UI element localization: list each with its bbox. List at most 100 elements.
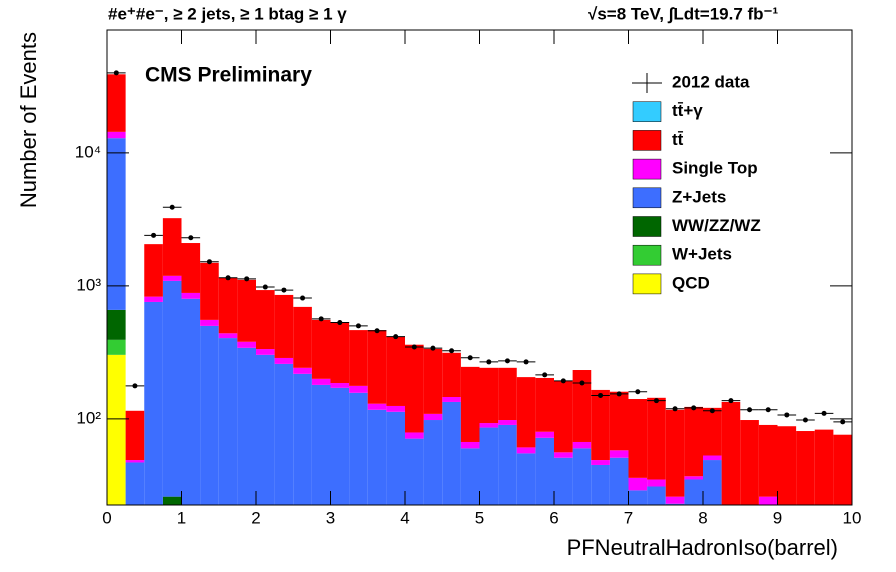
annotation: CMS Preliminary	[145, 64, 312, 87]
bar-segment	[516, 453, 536, 505]
data-point	[423, 345, 443, 351]
data-point	[107, 70, 126, 76]
legend-label: W+Jets	[672, 245, 732, 264]
bar-segment	[107, 138, 126, 310]
legend-label: Z+Jets	[672, 187, 726, 206]
bar-segment	[628, 477, 648, 491]
bar-segment	[144, 301, 163, 505]
bar-segment	[628, 399, 648, 478]
data-point	[442, 348, 461, 354]
bar-segment	[572, 448, 592, 505]
bar-segment	[293, 373, 312, 505]
legend-swatch	[632, 158, 662, 180]
bar-segment	[814, 429, 834, 505]
bar-segment	[181, 298, 201, 505]
bar-segment	[218, 338, 238, 505]
bar-segment	[367, 409, 387, 505]
bar-segment	[609, 450, 629, 458]
data-point	[349, 323, 368, 329]
legend-swatch	[632, 216, 662, 237]
bar-segment	[647, 479, 666, 487]
bar-segment	[516, 447, 536, 454]
data-point	[591, 392, 610, 398]
x-tick-label: 0	[102, 508, 111, 527]
bar-segment	[758, 496, 778, 505]
bar-segment	[200, 262, 219, 320]
bar-segment	[740, 420, 759, 505]
bar-segment	[479, 423, 499, 428]
bar-segment	[125, 410, 145, 461]
bar-segment	[554, 457, 573, 505]
bar-segment	[367, 403, 387, 410]
bar-segment	[442, 352, 461, 398]
legend-swatch	[632, 273, 662, 295]
bar-segment	[758, 424, 778, 497]
bar-segment	[405, 344, 424, 433]
bar-segment	[535, 431, 554, 438]
bar-segment	[423, 413, 443, 421]
bar-segment	[442, 397, 461, 402]
x-tick-label: 6	[549, 508, 558, 527]
bar-segment	[460, 448, 480, 505]
bar-segment	[703, 407, 722, 456]
bar-segment	[572, 441, 592, 449]
bar-segment	[330, 322, 350, 384]
bar-segment	[423, 420, 443, 505]
y-axis-label: Number of Events	[16, 32, 41, 208]
bar-segment	[647, 486, 666, 505]
data-point	[330, 320, 350, 326]
x-tick-label: 9	[773, 508, 782, 527]
data-point	[814, 410, 834, 416]
data-point	[535, 372, 554, 378]
data-point	[554, 378, 573, 384]
bar-segment	[330, 383, 350, 388]
x-tick-label: 5	[475, 508, 484, 527]
legend-label: Single Top	[672, 159, 758, 178]
bar-segment	[665, 503, 685, 505]
legend-swatch	[632, 101, 662, 122]
bar-segment	[516, 377, 536, 448]
data-point	[125, 383, 145, 389]
bar-segment	[479, 427, 499, 505]
data-point	[796, 417, 815, 423]
bar-segment	[144, 244, 163, 297]
bar-segment	[386, 336, 405, 406]
bar-segment	[479, 367, 499, 424]
data-point	[479, 359, 499, 365]
bar-segment	[498, 367, 517, 421]
legend-label: tt̄+γ	[672, 101, 703, 120]
bar-segment	[647, 397, 666, 480]
x-tick-label: 3	[326, 508, 335, 527]
bar-segment	[311, 319, 331, 379]
data-point	[367, 328, 387, 334]
bar-segment	[107, 74, 126, 132]
y-tick-label: 10⁴	[75, 142, 101, 161]
bar-segment	[162, 280, 182, 497]
bar-segment	[386, 411, 405, 505]
bar-segment	[256, 349, 275, 355]
bar-segment	[721, 401, 741, 505]
x-tick-label: 8	[698, 508, 707, 527]
bar-segment	[200, 319, 219, 326]
bar-segment	[181, 243, 201, 293]
bar-segment	[274, 363, 294, 505]
bar-segment	[274, 294, 294, 358]
bar-segment	[107, 354, 126, 505]
bar-segment	[665, 409, 685, 497]
bar-segment	[349, 392, 368, 505]
bar-segment	[703, 455, 722, 461]
bar-segment	[349, 330, 368, 386]
bar-segment	[256, 354, 275, 505]
x-tick-label: 4	[400, 508, 409, 527]
bar-segment	[293, 367, 312, 374]
legend-label: QCD	[672, 273, 710, 292]
bar-segment	[181, 292, 201, 299]
bar-segment	[293, 306, 312, 368]
data-point	[200, 259, 219, 265]
data-point	[237, 276, 256, 282]
data-point	[460, 355, 480, 361]
legend-swatch	[632, 244, 662, 266]
bar-segment	[125, 460, 145, 463]
bar-segment	[796, 431, 815, 505]
bar-segment	[311, 384, 331, 505]
